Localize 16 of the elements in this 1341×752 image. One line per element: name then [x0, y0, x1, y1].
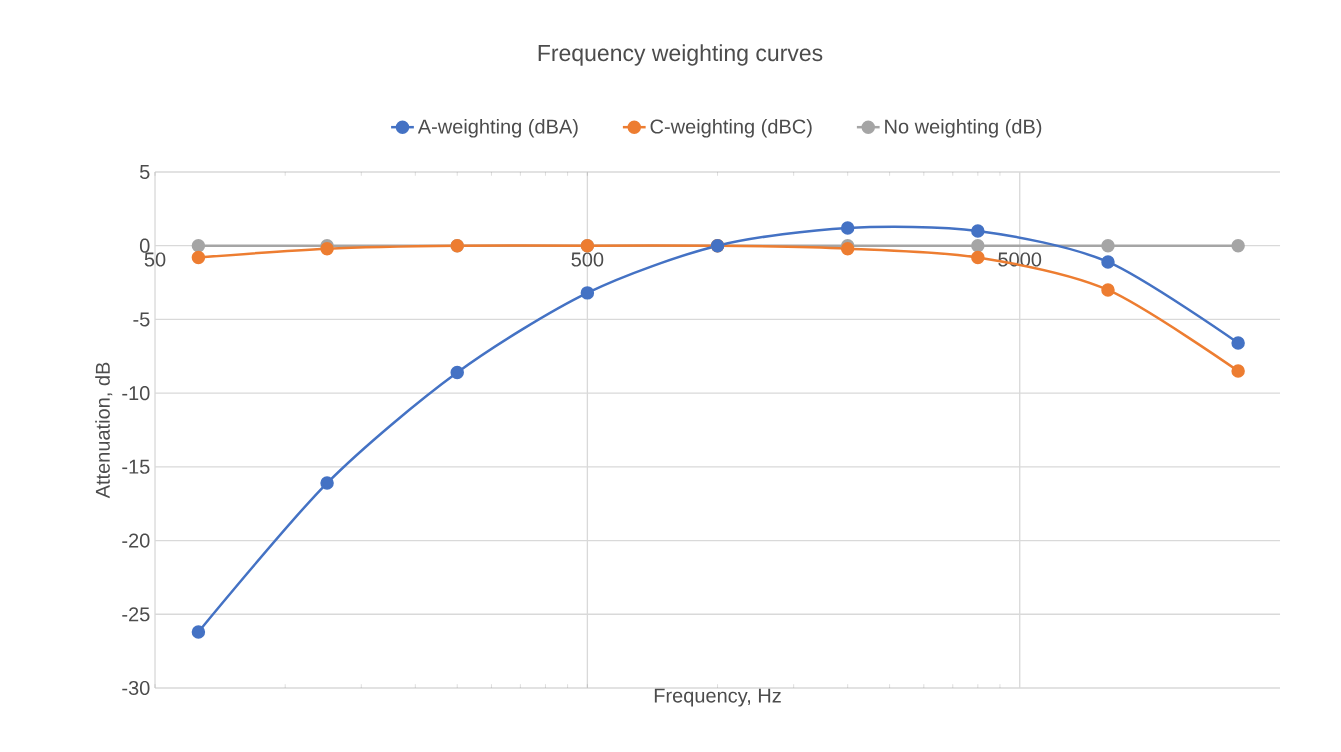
y-tick-label: 5	[139, 165, 150, 179]
y-tick-label: -10	[122, 386, 150, 401]
x-tick-label: 50	[144, 252, 166, 267]
x-axis-title: Frequency, Hz	[654, 688, 781, 707]
legend-label: No weighting (dB)	[885, 118, 1042, 138]
y-tick-label: -20	[122, 533, 150, 548]
y-tick-label: 0	[139, 238, 150, 253]
chart-title: Frequency weighting curves	[538, 44, 823, 66]
legend-label: A-weighting (dBA)	[417, 118, 578, 138]
y-axis-title: Attenuation, dB	[95, 362, 113, 499]
x-tick-label: 500	[571, 252, 604, 267]
y-tick-label: -5	[133, 312, 150, 327]
y-tick-label: -30	[122, 680, 150, 696]
y-tick-label: -15	[122, 459, 150, 474]
y-tick-label: -25	[122, 607, 150, 622]
legend-label: C-weighting (dBC)	[650, 118, 812, 138]
